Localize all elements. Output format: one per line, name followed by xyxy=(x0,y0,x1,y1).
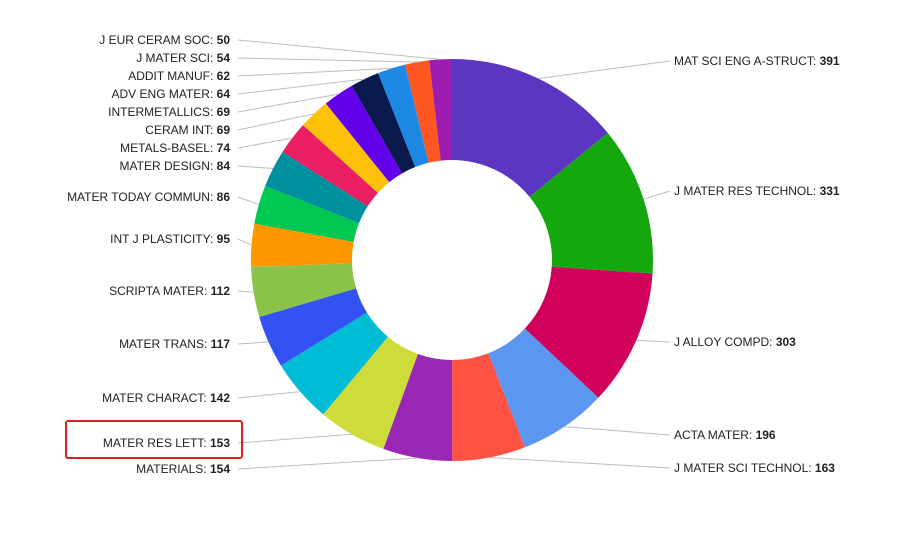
leader-line-j-alloy-compd xyxy=(636,339,671,343)
slice-mater-res-lett[interactable] xyxy=(323,336,418,449)
label-mater-trans: MATER TRANS: 117 xyxy=(119,337,230,351)
leader-line-j-mater-res-technol xyxy=(643,190,671,200)
leader-line-acta-mater xyxy=(564,426,671,436)
slice-materials[interactable] xyxy=(383,353,453,461)
slices-group xyxy=(251,59,653,461)
slice-j-mater-res-technol[interactable] xyxy=(529,133,653,274)
leader-line-materials xyxy=(237,457,418,470)
label-j-mater-res-technol: J MATER RES TECHNOL: 331 xyxy=(674,184,840,198)
leader-line-metals-basel xyxy=(237,137,293,149)
slice-mat-sci-eng-a-struct[interactable] xyxy=(452,59,608,197)
slice-mater-design[interactable] xyxy=(265,151,368,224)
label-scripta-mater: SCRIPTA MATER: 112 xyxy=(109,284,230,298)
slice-mater-charact[interactable] xyxy=(280,312,388,415)
label-mater-design: MATER DESIGN: 84 xyxy=(120,159,231,173)
labels-group: MAT SCI ENG A-STRUCT: 391 J MATER RES TEC… xyxy=(67,33,840,476)
leader-line-j-eur-ceram-soc xyxy=(237,39,441,60)
label-addit-manuf: ADDIT MANUF: 62 xyxy=(128,69,230,83)
slice-j-alloy-compd[interactable] xyxy=(524,266,653,398)
label-mat-sci-eng-a-struct: MAT SCI ENG A-STRUCT: 391 xyxy=(674,54,840,68)
slice-scripta-mater[interactable] xyxy=(251,263,357,318)
label-j-alloy-compd: J ALLOY COMPD: 303 xyxy=(674,335,796,349)
slice-adv-eng-mater[interactable] xyxy=(351,73,416,174)
leader-line-mater-today-commun xyxy=(237,196,259,205)
leader-line-intermetallics xyxy=(237,93,339,113)
leader-line-j-mater-sci-technol xyxy=(489,457,671,469)
leader-line-mater-trans xyxy=(237,341,269,345)
slice-ceram-int[interactable] xyxy=(302,103,390,193)
highlight-group xyxy=(65,420,243,459)
slice-int-j-plasticity[interactable] xyxy=(251,223,354,267)
slice-mater-trans[interactable] xyxy=(259,288,367,366)
highlight-box-mater-res-lett xyxy=(65,420,243,459)
label-mater-charact: MATER CHARACT: 142 xyxy=(102,391,230,405)
label-mater-res-lett: MATER RES LETT: 153 xyxy=(103,436,230,450)
slice-addit-manuf[interactable] xyxy=(378,64,429,168)
leader-line-mat-sci-eng-a-struct xyxy=(538,60,671,79)
slice-intermetallics[interactable] xyxy=(325,85,403,183)
slice-acta-mater[interactable] xyxy=(488,328,599,448)
label-metals-basel: METALS-BASEL: 74 xyxy=(120,141,230,155)
leader-line-mater-design xyxy=(237,165,274,170)
label-mater-today-commun: MATER TODAY COMMUN: 86 xyxy=(67,190,230,204)
label-int-j-plasticity: INT J PLASTICITY: 95 xyxy=(110,232,230,246)
slice-j-mater-sci[interactable] xyxy=(405,60,441,163)
leader-line-addit-manuf xyxy=(237,67,392,77)
label-adv-eng-mater: ADV ENG MATER: 64 xyxy=(112,87,231,101)
slice-metals-basel[interactable] xyxy=(282,125,378,207)
leader-line-scripta-mater xyxy=(237,290,254,293)
leader-line-mater-charact xyxy=(237,391,301,399)
leader-lines-group xyxy=(237,39,671,470)
leader-line-int-j-plasticity xyxy=(237,238,252,246)
leader-line-adv-eng-mater xyxy=(237,78,365,95)
label-j-eur-ceram-soc: J EUR CERAM SOC: 50 xyxy=(99,33,230,47)
label-ceram-int: CERAM INT: 69 xyxy=(145,123,230,137)
label-j-mater-sci: J MATER SCI: 54 xyxy=(136,51,230,65)
label-j-mater-sci-technol: J MATER SCI TECHNOL: 163 xyxy=(674,461,835,475)
label-intermetallics: INTERMETALLICS: 69 xyxy=(108,105,230,119)
leader-line-ceram-int xyxy=(237,113,315,131)
label-acta-mater: ACTA MATER: 196 xyxy=(674,428,776,442)
label-materials: MATERIALS: 154 xyxy=(136,462,230,476)
slice-mater-today-commun[interactable] xyxy=(254,185,360,242)
slice-j-mater-sci-technol[interactable] xyxy=(452,353,525,461)
leader-line-mater-res-lett xyxy=(237,433,352,444)
leader-line-j-mater-sci xyxy=(237,57,418,63)
slice-j-eur-ceram-soc[interactable] xyxy=(429,59,452,161)
